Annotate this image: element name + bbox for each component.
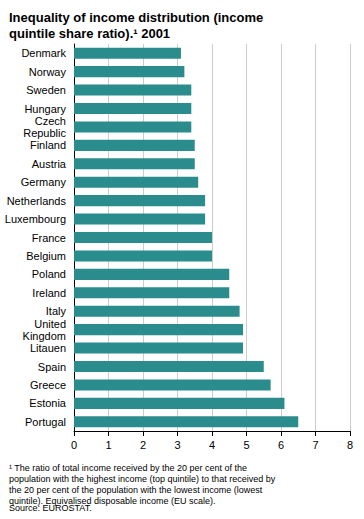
svg-text:Finland: Finland bbox=[30, 139, 66, 151]
svg-text:2: 2 bbox=[140, 439, 146, 451]
svg-text:Denmark: Denmark bbox=[21, 47, 66, 59]
svg-text:United: United bbox=[34, 318, 66, 330]
svg-text:4: 4 bbox=[209, 439, 215, 451]
svg-text:Source: EUROSTAT.: Source: EUROSTAT. bbox=[9, 503, 92, 513]
svg-text:1: 1 bbox=[105, 439, 111, 451]
svg-text:Estonia: Estonia bbox=[29, 397, 67, 409]
svg-text:Belgium: Belgium bbox=[26, 250, 66, 262]
svg-text:population with the highest in: population with the highest income (top … bbox=[9, 474, 278, 484]
svg-text:Austria: Austria bbox=[32, 158, 67, 170]
svg-text:3: 3 bbox=[174, 439, 180, 451]
svg-text:Poland: Poland bbox=[32, 268, 66, 280]
svg-text:5: 5 bbox=[243, 439, 249, 451]
svg-text:Germany: Germany bbox=[21, 176, 67, 188]
svg-text:6: 6 bbox=[278, 439, 284, 451]
svg-text:Netherlands: Netherlands bbox=[7, 195, 67, 207]
svg-text:quintile). Equivalised disposa: quintile). Equivalised disposable income… bbox=[9, 495, 216, 506]
svg-text:Inequality of income distribut: Inequality of income distribution (incom… bbox=[9, 10, 267, 25]
svg-text:Litauen: Litauen bbox=[30, 342, 66, 354]
svg-text:the 20 per cent of the populat: the 20 per cent of the population with t… bbox=[9, 485, 265, 495]
svg-text:quintile share ratio).¹ 2001: quintile share ratio).¹ 2001 bbox=[9, 26, 170, 41]
svg-text:Hungary: Hungary bbox=[24, 103, 66, 115]
svg-text:Czech: Czech bbox=[35, 115, 66, 127]
svg-text:7: 7 bbox=[312, 439, 318, 451]
svg-text:Republic: Republic bbox=[23, 127, 66, 139]
svg-text:Greece: Greece bbox=[30, 379, 66, 391]
svg-text:Luxembourg: Luxembourg bbox=[5, 213, 66, 225]
svg-text:Italy: Italy bbox=[46, 305, 67, 317]
svg-text:8: 8 bbox=[347, 439, 353, 451]
svg-text:Spain: Spain bbox=[38, 361, 66, 373]
svg-text:Norway: Norway bbox=[29, 66, 67, 78]
svg-text:0: 0 bbox=[71, 439, 77, 451]
svg-text:Portugal: Portugal bbox=[25, 416, 66, 428]
svg-text:¹ The ratio of total income re: ¹ The ratio of total income received by … bbox=[9, 463, 249, 473]
svg-text:Ireland: Ireland bbox=[32, 287, 66, 299]
svg-text:Sweden: Sweden bbox=[26, 84, 66, 96]
svg-text:France: France bbox=[32, 232, 66, 244]
svg-text:Kingdom: Kingdom bbox=[23, 330, 66, 342]
